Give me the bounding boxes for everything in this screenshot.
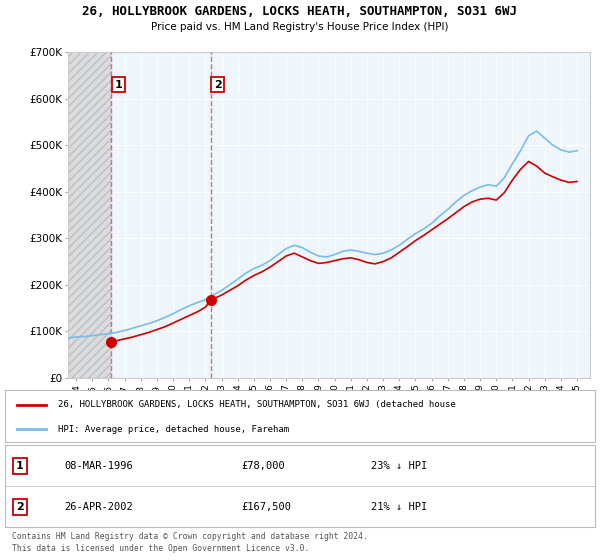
Text: 1: 1 <box>16 461 23 472</box>
Text: 26, HOLLYBROOK GARDENS, LOCKS HEATH, SOUTHAMPTON, SO31 6WJ (detached house: 26, HOLLYBROOK GARDENS, LOCKS HEATH, SOU… <box>58 400 456 409</box>
Text: This data is licensed under the Open Government Licence v3.0.: This data is licensed under the Open Gov… <box>12 544 310 553</box>
Text: 21% ↓ HPI: 21% ↓ HPI <box>371 502 427 512</box>
Text: 08-MAR-1996: 08-MAR-1996 <box>64 461 133 472</box>
Text: 2: 2 <box>16 502 23 512</box>
Bar <box>68 52 112 378</box>
Text: Price paid vs. HM Land Registry's House Price Index (HPI): Price paid vs. HM Land Registry's House … <box>151 22 449 32</box>
Text: 26-APR-2002: 26-APR-2002 <box>64 502 133 512</box>
Text: £78,000: £78,000 <box>241 461 285 472</box>
Text: 1: 1 <box>115 80 122 90</box>
Text: Contains HM Land Registry data © Crown copyright and database right 2024.: Contains HM Land Registry data © Crown c… <box>12 532 368 541</box>
Text: 26, HOLLYBROOK GARDENS, LOCKS HEATH, SOUTHAMPTON, SO31 6WJ: 26, HOLLYBROOK GARDENS, LOCKS HEATH, SOU… <box>83 5 517 18</box>
Text: HPI: Average price, detached house, Fareham: HPI: Average price, detached house, Fare… <box>58 424 289 433</box>
Text: 23% ↓ HPI: 23% ↓ HPI <box>371 461 427 472</box>
Text: £167,500: £167,500 <box>241 502 291 512</box>
Text: 2: 2 <box>214 80 221 90</box>
